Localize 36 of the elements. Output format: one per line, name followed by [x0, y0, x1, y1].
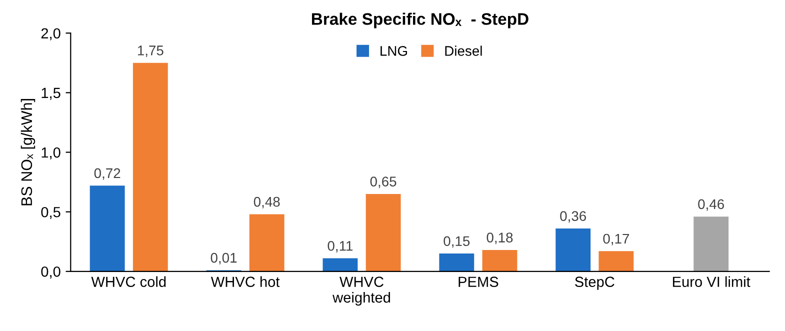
legend-label: LNG: [380, 46, 407, 56]
data-label: 1,75: [138, 46, 164, 58]
data-label: 0,46: [698, 199, 724, 211]
bar: [132, 62, 168, 272]
bar: [90, 186, 125, 272]
data-label: 0,17: [603, 234, 629, 246]
x-tick-label: StepC: [575, 276, 614, 290]
data-label: 0,36: [560, 211, 586, 223]
x-tick-label: WHVC weighted: [332, 276, 390, 306]
bar: [366, 194, 401, 272]
data-label: 0,15: [444, 236, 470, 248]
bar: [598, 251, 634, 272]
y-tick-label: 0,0: [41, 266, 60, 279]
bar: [556, 228, 591, 272]
y-axis-title: BS NOₓ [g/kWh]: [20, 99, 36, 206]
x-tick-label: WHVC hot: [210, 276, 280, 287]
data-label: 0,01: [210, 252, 237, 264]
y-tick-label: 1,5: [42, 88, 60, 100]
legend-label: Diesel: [445, 46, 482, 56]
x-tick-label: PEMS: [458, 276, 498, 287]
y-tick-label: 2,0: [41, 28, 60, 40]
x-tick-label: WHVC cold: [91, 276, 166, 287]
data-label: 0,72: [94, 168, 120, 180]
data-label: 0,18: [486, 232, 513, 244]
bar: [322, 258, 358, 272]
data-label: 0,11: [328, 240, 353, 252]
bar: [439, 254, 474, 272]
data-label: 0,65: [370, 176, 396, 188]
bar: [482, 250, 518, 272]
data-label: 0,48: [254, 196, 280, 208]
y-tick-label: 1,0: [42, 147, 60, 160]
chart-title: Brake Specific NOₓ - StepD: [312, 12, 528, 28]
x-tick-label: Euro VI limit: [672, 276, 750, 287]
bar: [694, 216, 729, 272]
bar: [249, 214, 284, 272]
y-tick-label: 0,5: [41, 206, 60, 219]
